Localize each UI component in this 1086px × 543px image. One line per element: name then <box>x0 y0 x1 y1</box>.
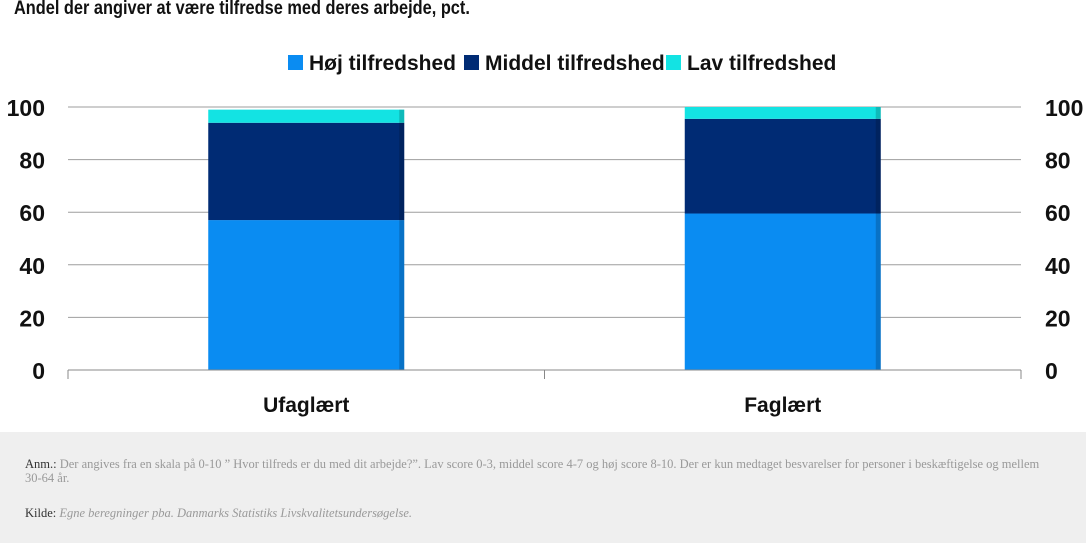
y-tick-label-right: 100 <box>1045 95 1083 121</box>
bar-segment <box>684 213 881 370</box>
bar-segment <box>208 122 405 221</box>
bar-segment <box>208 220 405 370</box>
note-text: Der angives fra en skala på 0-10 ” Hvor … <box>25 457 1040 485</box>
y-tick-label-left: 40 <box>19 253 45 279</box>
y-tick-label-left: 0 <box>32 358 45 384</box>
legend-label: Lav tilfredshed <box>687 52 836 75</box>
y-tick-label-right: 0 <box>1045 358 1058 384</box>
source-label: Kilde: <box>25 506 57 520</box>
note-label: Anm.: <box>25 457 57 471</box>
x-axis: Ufaglært Faglært <box>67 369 1022 417</box>
source-text: Egne beregninger pba. Danmarks Statistik… <box>59 506 412 520</box>
x-category-label: Faglært <box>744 394 821 417</box>
legend-swatch <box>666 55 681 70</box>
y-tick-label-left: 100 <box>7 95 45 121</box>
bar-shade <box>875 107 881 370</box>
y-axis-right: 0 20 40 60 80 100 <box>1045 95 1083 384</box>
y-tick-label-right: 20 <box>1045 305 1071 331</box>
y-tick-label-right: 60 <box>1045 200 1071 226</box>
legend-label: Høj tilfredshed <box>309 52 456 75</box>
legend-swatch <box>464 55 479 70</box>
x-category-label: Ufaglært <box>263 394 349 417</box>
bar-shade <box>399 109 405 370</box>
y-tick-label-left: 60 <box>19 200 45 226</box>
legend-label: Middel tilfredshed <box>485 52 665 75</box>
legend-item: Middel tilfredshed <box>464 52 665 75</box>
stacked-bar-chart: 0 20 40 60 80 100 0 20 40 60 80 100 Ufaglært Faglær… <box>7 52 1084 417</box>
y-tick-label-right: 40 <box>1045 253 1071 279</box>
y-tick-label-left: 20 <box>19 305 45 331</box>
y-axis-left: 0 20 40 60 80 100 <box>7 95 45 384</box>
bar-segment <box>208 109 405 123</box>
bar-segment <box>684 107 881 119</box>
bar-segment <box>684 118 881 214</box>
y-tick-label-left: 80 <box>19 148 45 174</box>
chart-title: Andel der angiver at være tilfredse med … <box>14 0 470 19</box>
source: Kilde: Egne beregninger pba. Danmarks St… <box>25 506 412 521</box>
y-tick-label-right: 80 <box>1045 148 1071 174</box>
bars <box>208 107 881 370</box>
footer-notes: Anm.: Der angives fra en skala på 0-10 ”… <box>0 432 1086 543</box>
legend-item: Høj tilfredshed <box>288 52 456 75</box>
legend-item: Lav tilfredshed <box>666 52 836 75</box>
legend: Høj tilfredshed Middel tilfredshed Lav til… <box>288 52 836 75</box>
legend-swatch <box>288 55 303 70</box>
note: Anm.: Der angives fra en skala på 0-10 ”… <box>25 457 1055 485</box>
